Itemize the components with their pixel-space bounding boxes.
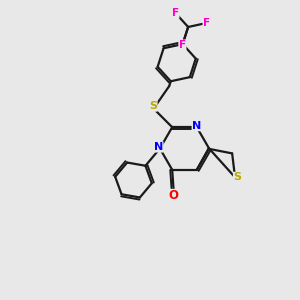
Text: F: F — [179, 40, 186, 50]
Text: S: S — [149, 101, 157, 111]
Text: S: S — [233, 172, 242, 182]
Text: N: N — [192, 121, 201, 131]
Text: N: N — [154, 142, 163, 152]
Text: F: F — [203, 18, 210, 28]
Text: F: F — [172, 8, 179, 18]
Text: O: O — [169, 189, 179, 203]
